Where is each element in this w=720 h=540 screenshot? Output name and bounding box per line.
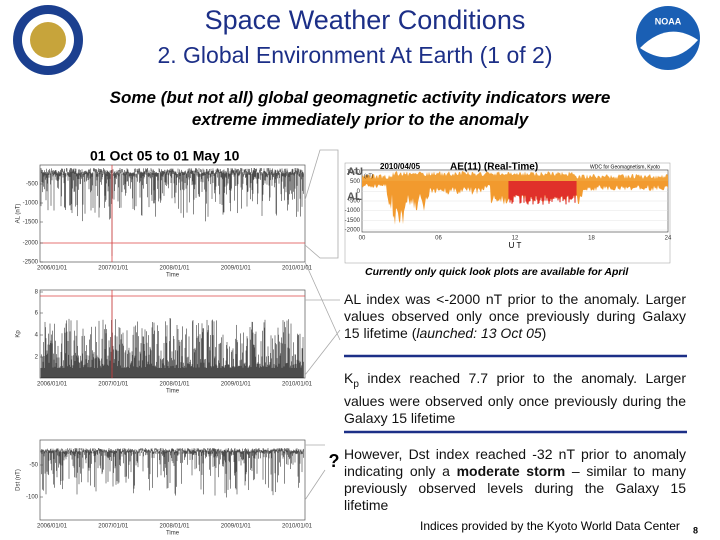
x-tick-label: 2006/01/01 [37, 524, 68, 530]
au-trace [362, 171, 668, 181]
question-mark: ? [329, 451, 340, 471]
ae-title: AE(11) (Real-Time) [450, 162, 538, 173]
text: ) [541, 325, 547, 341]
connector [304, 149, 330, 259]
headline: extreme immediately prior to the anomaly [191, 110, 529, 129]
y-tick-label: -2000 [345, 228, 361, 234]
bracket [330, 149, 339, 259]
noaa-text: NOAA [655, 16, 682, 26]
x-tick-label: 2007/01/01 [98, 266, 129, 272]
x-tick-label: 2009/01/01 [221, 524, 252, 530]
y-tick-label: -500 [348, 199, 361, 205]
y-tick-label: 1000 [347, 170, 361, 176]
y-label: AL (nT) [16, 204, 22, 224]
dst-trace [40, 448, 304, 498]
y-tick-label: -1500 [23, 220, 39, 226]
y-tick-label: -1500 [345, 218, 361, 224]
page-number: 8 [693, 525, 698, 535]
note: However, Dst index reached -32 nT prior … [344, 446, 686, 514]
y-tick-label: -100 [26, 495, 39, 501]
x-label: Time [166, 273, 180, 279]
x-tick-label: 18 [588, 236, 595, 242]
y-tick-label: 2 [35, 355, 39, 361]
connector [304, 261, 341, 376]
x-label: Time [166, 531, 180, 537]
y-tick-label: 4 [35, 333, 39, 339]
x-tick-label: 2009/01/01 [221, 382, 252, 388]
x-tick-label: 2010/01/01 [282, 266, 313, 272]
y-label: Dst (nT) [16, 469, 22, 491]
connector [304, 444, 326, 501]
text: launched: 13 Oct 05 [416, 325, 542, 341]
y-tick-label: -1000 [23, 201, 39, 207]
text: AL index was <-2000 nT prior to the anom… [344, 291, 686, 341]
ae-source: WDC for Geomagnetism, Kyoto [590, 164, 660, 170]
y-tick-label: -2000 [23, 241, 39, 247]
x-tick-label: 2008/01/01 [159, 524, 190, 530]
kp-trace [40, 296, 304, 378]
x-tick-label: 00 [359, 236, 366, 242]
text: – similar to many previously observed le… [344, 463, 686, 513]
x-tick-label: 2006/01/01 [37, 266, 68, 272]
note: AL index was <-2000 nT prior to the anom… [344, 291, 686, 342]
y-tick-label: 500 [350, 179, 361, 185]
y-tick-label: -2500 [23, 260, 39, 266]
dst-frame [39, 439, 306, 521]
x-tick-label: 2008/01/01 [159, 266, 190, 272]
y-tick-label: -50 [29, 463, 38, 469]
ae-caption: Currently only quick look plots are avai… [365, 266, 629, 278]
y-label: Kp [16, 330, 22, 338]
ae-unit: (nT) [364, 173, 374, 179]
text: K [344, 370, 354, 386]
x-tick-label: 24 [665, 236, 672, 242]
x-tick-label: 2009/01/01 [221, 266, 252, 272]
ae-xlabel: U T [509, 241, 522, 250]
y-tick-label: 0 [357, 189, 361, 195]
ae-date: 2010/04/05 [380, 162, 421, 171]
x-tick-label: 2010/01/01 [282, 524, 313, 530]
noaa-swoosh [640, 31, 698, 58]
x-tick-label: 12 [512, 236, 519, 242]
footer-credit: Indices provided by the Kyoto World Data… [420, 519, 680, 533]
x-label: Time [166, 389, 180, 395]
y-tick-label: 8 [35, 290, 39, 296]
x-tick-label: 2007/01/01 [98, 524, 129, 530]
x-tick-label: 06 [435, 236, 442, 242]
al-trace [40, 168, 304, 256]
doc-seal-emblem [30, 22, 66, 58]
text: However, Dst index reached -32 nT prior … [344, 446, 686, 479]
note: Kp index reached 7.7 prior to the anomal… [344, 370, 686, 427]
x-tick-label: 2006/01/01 [37, 382, 68, 388]
subtitle: 2. Global Environment At Earth (1 of 2) [157, 42, 552, 68]
title: Space Weather Conditions [205, 5, 526, 35]
ae-au: AU [347, 166, 363, 178]
x-tick-label: 2010/01/01 [282, 382, 313, 388]
text: index reached 7.7 prior to the anomaly. … [344, 370, 686, 426]
x-tick-label: 2007/01/01 [98, 382, 129, 388]
ae-al: AL [347, 191, 362, 203]
al-storm [508, 181, 577, 205]
y-tick-label: -500 [26, 182, 39, 188]
y-tick-label: -1000 [345, 208, 361, 214]
period: 01 Oct 05 to 01 May 10 [90, 148, 240, 164]
y-tick-label: 6 [35, 311, 39, 317]
text: p [353, 378, 359, 390]
headline: Some (but not all) global geomagnetic ac… [109, 88, 611, 107]
text: moderate storm [456, 463, 566, 479]
al-frame [39, 164, 306, 263]
x-tick-label: 2008/01/01 [159, 382, 190, 388]
